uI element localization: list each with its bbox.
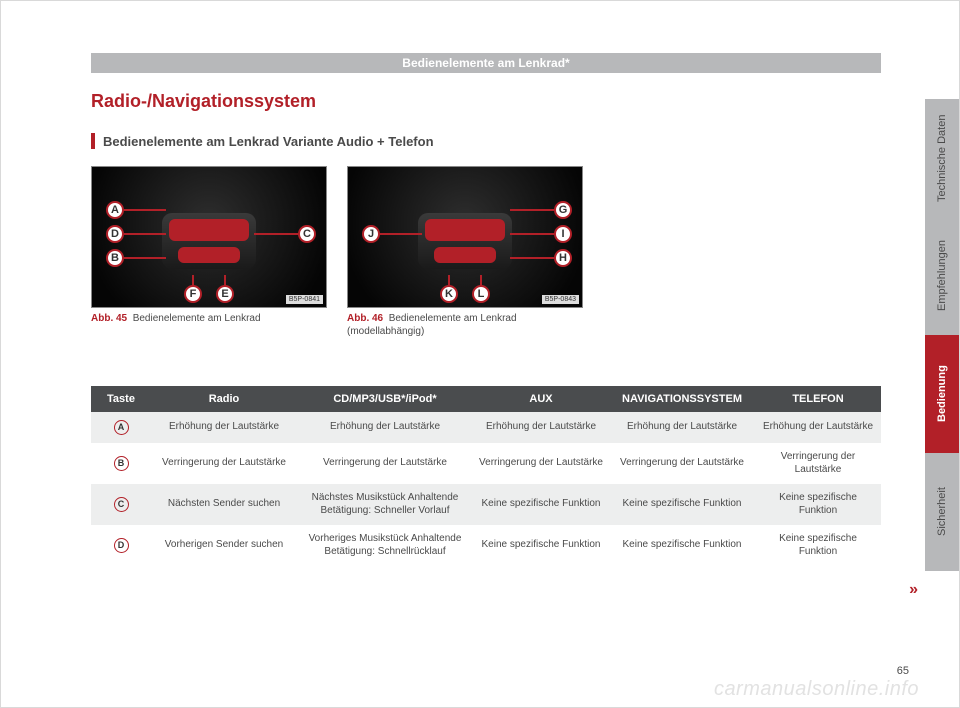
callout-h: H	[554, 249, 572, 267]
figure-right-abb: Abb. 46	[347, 313, 383, 324]
th-radio: Radio	[151, 386, 297, 412]
side-tab-sicherheit[interactable]: Sicherheit	[925, 453, 959, 571]
callout-line	[510, 257, 554, 259]
figure-left-caption-text: Bedienelemente am Lenkrad	[133, 313, 261, 324]
cell: Vorherigen Sender suchen	[151, 525, 297, 566]
side-tab-bedienung[interactable]: Bedienung	[925, 335, 959, 453]
cell: Verringerung der Lautstärke	[473, 443, 609, 484]
callout-line	[192, 275, 194, 287]
callout-line	[480, 275, 482, 287]
callout-line	[448, 275, 450, 287]
side-tabs: Technische Daten Empfehlungen Bedienung …	[925, 99, 959, 571]
callout-line	[124, 257, 166, 259]
table-row: A Erhöhung der Lautstärke Erhöhung der L…	[91, 412, 881, 443]
cell: Vorheriges Musikstück Anhaltende Betätig…	[297, 525, 473, 566]
callout-f: F	[184, 285, 202, 303]
figure-right-caption: Abb. 46 Bedienelemente am Lenkrad (model…	[347, 312, 583, 338]
figure-left-caption: Abb. 45 Bedienelemente am Lenkrad	[91, 312, 327, 325]
cell: Verringerung der Lautstärke	[755, 443, 881, 484]
continue-chevrons-icon: »	[909, 581, 915, 599]
th-nav: NAVIGATIONSSYSTEM	[609, 386, 755, 412]
side-tab-empfehlungen[interactable]: Empfehlungen	[925, 217, 959, 335]
callout-i: I	[554, 225, 572, 243]
cell: Verringerung der Lautstärke	[151, 443, 297, 484]
key-cell: B	[91, 443, 151, 484]
wheel-buttons-top	[425, 219, 505, 241]
cell: Keine spezifische Funktion	[473, 484, 609, 525]
wheel-buttons-top	[169, 219, 249, 241]
cell: Keine spezifische Funktion	[755, 484, 881, 525]
cell: Keine spezifische Funktion	[609, 525, 755, 566]
key-cell: D	[91, 525, 151, 566]
sub-title-marker	[91, 133, 95, 149]
figure-right: G I H J K L B5P-0843 Abb. 46 Bedieneleme…	[347, 166, 583, 338]
table-row: B Verringerung der Lautstärke Verringeru…	[91, 443, 881, 484]
cell: Erhöhung der Lautstärke	[755, 412, 881, 443]
callout-d: D	[106, 225, 124, 243]
cell: Erhöhung der Lautstärke	[297, 412, 473, 443]
page: Technische Daten Empfehlungen Bedienung …	[0, 0, 960, 708]
cell: Verringerung der Lautstärke	[609, 443, 755, 484]
callout-line	[510, 209, 554, 211]
callout-a: A	[106, 201, 124, 219]
key-c-icon: C	[114, 497, 129, 512]
cell: Verringerung der Lautstärke	[297, 443, 473, 484]
callout-b: B	[106, 249, 124, 267]
page-number: 65	[897, 665, 909, 677]
th-cd: CD/MP3/USB*/iPod*	[297, 386, 473, 412]
sub-title-row: Bedienelemente am Lenkrad Variante Audio…	[91, 133, 434, 149]
wheel-buttons-bottom	[178, 247, 240, 263]
wheel-button-cluster	[418, 213, 512, 269]
sub-title: Bedienelemente am Lenkrad Variante Audio…	[103, 134, 434, 149]
section-title: Radio-/Navigationssystem	[91, 91, 316, 112]
key-cell: A	[91, 412, 151, 443]
cell: Keine spezifische Funktion	[473, 525, 609, 566]
callout-g: G	[554, 201, 572, 219]
cell: Keine spezifische Funktion	[609, 484, 755, 525]
callout-line	[380, 233, 422, 235]
callout-line	[510, 233, 554, 235]
callout-l: L	[472, 285, 490, 303]
key-d-icon: D	[114, 538, 129, 553]
cell: Keine spezifische Funktion	[755, 525, 881, 566]
figure-left-image: A D B C F E B5P-0841	[91, 166, 327, 308]
callout-k: K	[440, 285, 458, 303]
callout-line	[224, 275, 226, 287]
cell: Erhöhung der Lautstärke	[151, 412, 297, 443]
key-b-icon: B	[114, 456, 129, 471]
header-bar: Bedienelemente am Lenkrad*	[91, 53, 881, 73]
callout-j: J	[362, 225, 380, 243]
figure-right-image: G I H J K L B5P-0843	[347, 166, 583, 308]
key-cell: C	[91, 484, 151, 525]
callout-c: C	[298, 225, 316, 243]
th-tel: TELEFON	[755, 386, 881, 412]
table-row: D Vorherigen Sender suchen Vorheriges Mu…	[91, 525, 881, 566]
callout-e: E	[216, 285, 234, 303]
function-table: Taste Radio CD/MP3/USB*/iPod* AUX NAVIGA…	[91, 386, 881, 566]
callout-line	[254, 233, 298, 235]
side-tab-technische-daten[interactable]: Technische Daten	[925, 99, 959, 217]
cell: Erhöhung der Lautstärke	[609, 412, 755, 443]
key-a-icon: A	[114, 420, 129, 435]
cell: Nächstes Musikstück Anhaltende Betätigun…	[297, 484, 473, 525]
callout-line	[124, 209, 166, 211]
th-taste: Taste	[91, 386, 151, 412]
figures: A D B C F E B5P-0841 Abb. 45 Bedieneleme…	[91, 166, 583, 338]
table-header-row: Taste Radio CD/MP3/USB*/iPod* AUX NAVIGA…	[91, 386, 881, 412]
wheel-buttons-bottom	[434, 247, 496, 263]
watermark: carmanualsonline.info	[714, 678, 919, 701]
callout-line	[124, 233, 166, 235]
th-aux: AUX	[473, 386, 609, 412]
cell: Erhöhung der Lautstärke	[473, 412, 609, 443]
figure-left: A D B C F E B5P-0841 Abb. 45 Bedieneleme…	[91, 166, 327, 338]
figure-left-abb: Abb. 45	[91, 313, 127, 324]
bsp-tag-left: B5P-0841	[286, 295, 323, 304]
cell: Nächsten Sender suchen	[151, 484, 297, 525]
table-row: C Nächsten Sender suchen Nächstes Musiks…	[91, 484, 881, 525]
wheel-button-cluster	[162, 213, 256, 269]
bsp-tag-right: B5P-0843	[542, 295, 579, 304]
